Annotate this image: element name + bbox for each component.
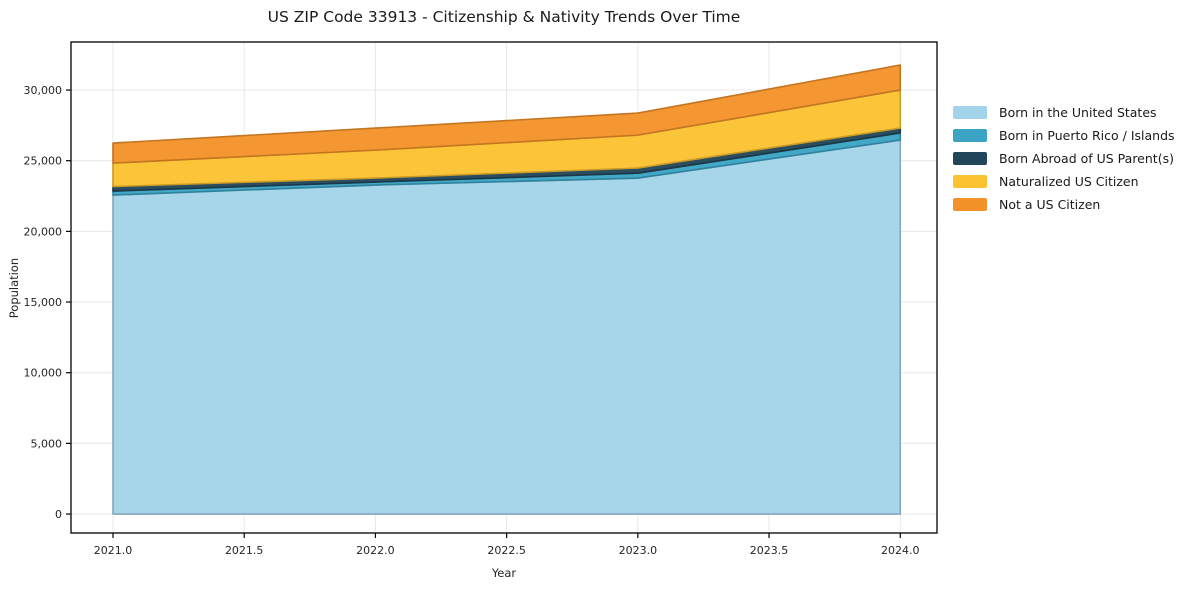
x-tick-label: 2021.0 — [94, 544, 133, 557]
y-tick-label: 25,000 — [24, 155, 63, 168]
legend-label: Naturalized US Citizen — [999, 174, 1139, 189]
legend-label: Born in the United States — [999, 105, 1157, 120]
legend: Born in the United States Born in Puerto … — [953, 105, 1175, 212]
legend-swatch-born-in-the-united-states — [953, 106, 987, 119]
legend-swatch-born-abroad-of-us-parent-s — [953, 152, 987, 165]
legend-label: Born Abroad of US Parent(s) — [999, 151, 1174, 166]
x-tick-label: 2023.0 — [619, 544, 658, 557]
legend-label: Not a US Citizen — [999, 197, 1101, 212]
x-tick-label: 2023.5 — [750, 544, 789, 557]
legend-swatch-naturalized-us-citizen — [953, 175, 987, 188]
area-not-a-us-citizen — [112, 64, 902, 164]
y-axis-label: Population — [7, 257, 21, 319]
x-tick-label: 2022.0 — [356, 544, 395, 557]
plot-border — [70, 41, 938, 534]
chart-title: US ZIP Code 33913 - Citizenship & Nativi… — [267, 8, 741, 26]
x-tick-label: 2024.0 — [881, 544, 920, 557]
legend-swatch-born-in-puerto-rico-islands — [953, 129, 987, 142]
legend-label: Born in Puerto Rico / Islands — [999, 128, 1175, 143]
y-tick-label: 20,000 — [24, 225, 63, 238]
legend-item-born-in-the-united-states: Born in the United States — [953, 105, 1175, 120]
x-tick-label: 2021.5 — [225, 544, 264, 557]
x-axis-label: Year — [491, 566, 517, 580]
x-tick-label: 2022.5 — [487, 544, 526, 557]
legend-item-born-in-puerto-rico-islands: Born in Puerto Rico / Islands — [953, 128, 1175, 143]
y-tick-label: 0 — [55, 508, 62, 521]
legend-item-born-abroad-of-us-parent-s: Born Abroad of US Parent(s) — [953, 151, 1175, 166]
y-tick-label: 10,000 — [24, 367, 63, 380]
legend-item-not-a-us-citizen: Not a US Citizen — [953, 197, 1175, 212]
y-tick-label: 30,000 — [24, 84, 63, 97]
legend-item-naturalized-us-citizen: Naturalized US Citizen — [953, 174, 1175, 189]
legend-swatch-not-a-us-citizen — [953, 198, 987, 211]
y-tick-label: 15,000 — [24, 296, 63, 309]
area-born-in-the-united-states — [112, 139, 902, 515]
y-tick-label: 5,000 — [31, 437, 63, 450]
